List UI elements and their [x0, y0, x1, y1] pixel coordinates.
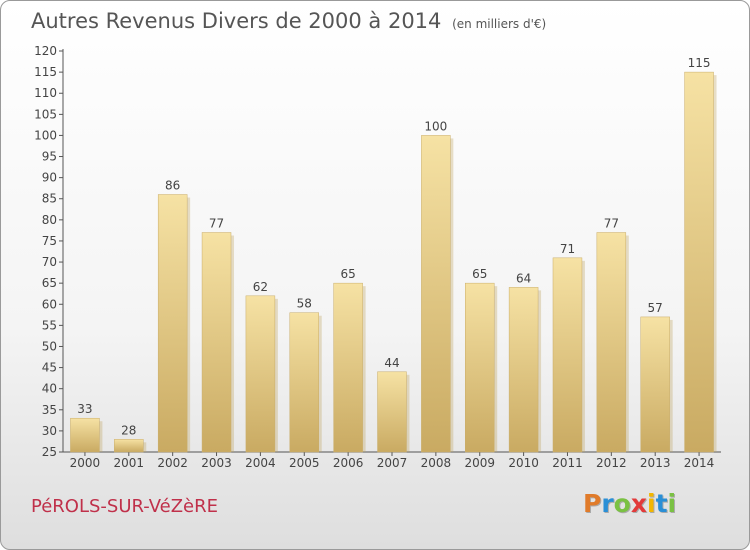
- bar-value-label: 62: [253, 280, 268, 294]
- bar-value-label: 58: [297, 297, 312, 311]
- y-tick-label: 105: [34, 107, 57, 121]
- bar-value-label: 86: [165, 179, 180, 193]
- chart-title-text: Autres Revenus Divers de 2000 à 2014: [31, 9, 442, 33]
- x-tick-label: 2004: [245, 456, 276, 470]
- bar-value-label: 65: [340, 267, 355, 281]
- y-tick-label: 120: [34, 44, 57, 58]
- y-tick-label: 100: [34, 128, 57, 142]
- bar: [114, 439, 144, 453]
- y-tick-label: 55: [42, 318, 57, 332]
- chart-title: Autres Revenus Divers de 2000 à 2014 (en…: [31, 9, 546, 33]
- x-tick-label: 2003: [201, 456, 232, 470]
- bar-value-label: 64: [516, 271, 531, 285]
- bar-value-label: 28: [121, 423, 136, 437]
- bar-value-label: 77: [604, 217, 619, 231]
- y-tick-label: 30: [42, 424, 57, 438]
- x-tick-label: 2007: [377, 456, 408, 470]
- x-tick-label: 2006: [333, 456, 364, 470]
- y-tick-label: 85: [42, 192, 57, 206]
- chart-subtitle: (en milliers d'€): [452, 17, 547, 31]
- bar: [157, 194, 188, 453]
- y-tick-label: 45: [42, 361, 57, 375]
- y-tick-label: 40: [42, 382, 57, 396]
- bar-value-label: 71: [560, 242, 575, 256]
- axes: 25 30 35 40 45 50 55 60 65 70 75 80 85 90 95 100 105 110 1…: [34, 44, 721, 470]
- bar: [465, 282, 495, 453]
- x-tick-label: 2014: [684, 456, 715, 470]
- y-tick-label: 35: [42, 403, 57, 417]
- bar: [289, 312, 319, 453]
- bar: [596, 232, 627, 453]
- bar-value-label: 57: [648, 301, 663, 315]
- bar: [684, 71, 714, 453]
- y-tick-label: 90: [42, 171, 57, 185]
- y-tick-label: 60: [42, 297, 57, 311]
- bar: [245, 295, 276, 453]
- bar: [421, 135, 451, 453]
- labels: 33 28 86 77 62 58 65 44 100 65 64 71 77 57 115: [77, 56, 710, 437]
- bars: [70, 71, 717, 453]
- x-tick-label: 2008: [421, 456, 452, 470]
- logo-letter: P: [583, 489, 602, 518]
- y-tick-label: 115: [34, 65, 57, 79]
- bar-value-label: 115: [688, 56, 711, 70]
- bar: [640, 316, 670, 453]
- x-tick-label: 2013: [640, 456, 671, 470]
- x-tick-label: 2000: [70, 456, 101, 470]
- x-tick-label: 2010: [508, 456, 539, 470]
- bar-value-label: 77: [209, 217, 224, 231]
- bar: [552, 257, 583, 453]
- bar: [508, 287, 539, 453]
- y-tick-label: 75: [42, 234, 57, 248]
- commune-name: PéROLS-SUR-VéZèRE: [31, 496, 219, 517]
- bar-value-label: 100: [424, 119, 447, 133]
- x-tick-label: 2005: [289, 456, 320, 470]
- x-tick-label: 2001: [114, 456, 145, 470]
- bar: [377, 371, 407, 453]
- y-tick-label: 70: [42, 255, 57, 269]
- x-tick-label: 2002: [157, 456, 188, 470]
- bar-value-label: 33: [77, 402, 92, 416]
- y-tick-label: 65: [42, 276, 57, 290]
- logo-letter: t: [655, 489, 668, 518]
- y-tick-label: 50: [42, 339, 57, 353]
- logo-letter: o: [613, 489, 631, 518]
- bar-value-label: 44: [384, 356, 399, 370]
- bar: [201, 232, 232, 453]
- bar: [333, 282, 363, 453]
- bar-value-label: 65: [472, 267, 487, 281]
- y-tick-label: 95: [42, 150, 57, 164]
- x-tick-label: 2012: [596, 456, 627, 470]
- y-tick-label: 110: [34, 86, 57, 100]
- logo-letter: r: [601, 489, 614, 518]
- logo-letter: x: [630, 489, 647, 518]
- y-tick-label: 25: [42, 445, 57, 459]
- bar: [70, 417, 100, 453]
- x-tick-label: 2009: [464, 456, 495, 470]
- x-tick-label: 2011: [552, 456, 583, 470]
- y-tick-label: 80: [42, 213, 57, 227]
- logo-letter: i: [647, 489, 656, 518]
- logo-letter: i: [667, 489, 677, 518]
- proxiti-logo: Proxiti: [583, 489, 676, 518]
